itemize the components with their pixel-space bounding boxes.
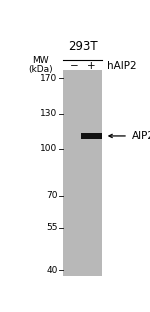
Text: AIP2: AIP2 xyxy=(132,131,150,141)
Text: MW: MW xyxy=(33,56,49,65)
Bar xyxy=(81,133,102,139)
Text: 55: 55 xyxy=(46,223,58,232)
Text: 40: 40 xyxy=(46,266,58,275)
Text: (kDa): (kDa) xyxy=(28,65,53,74)
Text: −: − xyxy=(70,61,78,71)
Text: 70: 70 xyxy=(46,192,58,201)
Bar xyxy=(63,70,102,276)
Text: 170: 170 xyxy=(40,74,58,83)
Text: +: + xyxy=(87,61,96,71)
Text: 130: 130 xyxy=(40,109,58,118)
Text: hAIP2: hAIP2 xyxy=(107,61,137,71)
Text: 100: 100 xyxy=(40,144,58,153)
Text: 293T: 293T xyxy=(68,40,98,53)
